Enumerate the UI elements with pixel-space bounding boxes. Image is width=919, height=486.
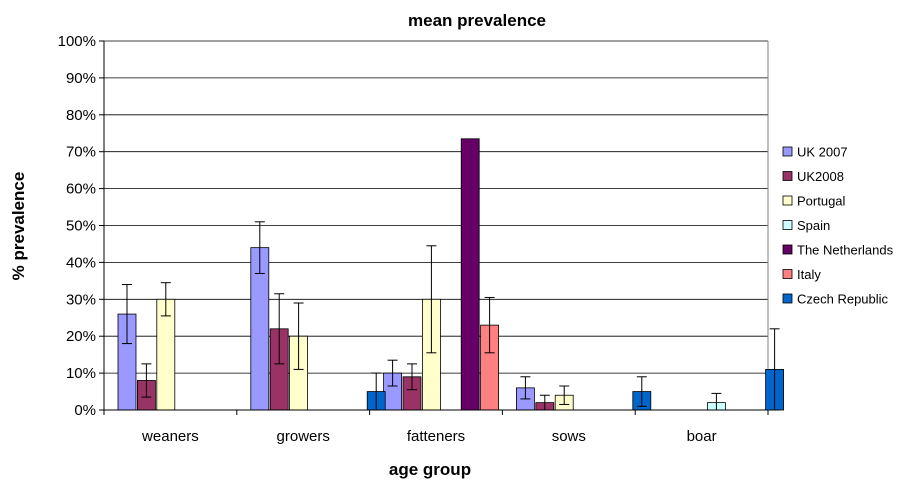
category-label: fatteners bbox=[407, 428, 465, 445]
legend-label: UK 2007 bbox=[797, 145, 848, 160]
y-tick-label: 90% bbox=[66, 70, 96, 87]
x-axis-title: age group bbox=[389, 460, 471, 479]
legend-swatch bbox=[782, 220, 793, 230]
y-tick-label: 60% bbox=[66, 181, 96, 198]
y-tick-label: 70% bbox=[66, 144, 96, 161]
y-tick-label: 50% bbox=[66, 218, 96, 235]
legend-swatch bbox=[782, 146, 793, 157]
category-label: weaners bbox=[141, 428, 199, 445]
y-tick-label: 20% bbox=[66, 328, 96, 345]
y-tick-label: 100% bbox=[58, 33, 96, 50]
legend-swatch bbox=[782, 171, 793, 181]
chart-title: mean prevalence bbox=[408, 11, 546, 30]
legend-label: Czech Republic bbox=[797, 292, 889, 307]
y-tick-label: 40% bbox=[66, 254, 96, 271]
y-tick-label: 30% bbox=[66, 291, 96, 308]
y-axis-title: % prevalence bbox=[9, 172, 28, 281]
legend-label: Portugal bbox=[797, 194, 846, 209]
y-tick-label: 10% bbox=[66, 365, 96, 382]
legend-swatch bbox=[782, 244, 793, 255]
legend-label: Italy bbox=[797, 267, 821, 282]
legend-label: Spain bbox=[797, 218, 830, 233]
category-label: growers bbox=[277, 428, 330, 445]
legend-swatch bbox=[782, 269, 793, 279]
bar bbox=[460, 138, 480, 411]
legend-swatch bbox=[782, 293, 793, 304]
y-tick-label: 0% bbox=[74, 402, 96, 419]
legend-label: UK2008 bbox=[797, 169, 844, 184]
y-tick-label: 80% bbox=[66, 107, 96, 124]
category-label: sows bbox=[552, 428, 586, 445]
legend-label: The Netherlands bbox=[797, 243, 894, 258]
category-label: boar bbox=[687, 428, 717, 445]
legend-swatch bbox=[782, 195, 793, 206]
